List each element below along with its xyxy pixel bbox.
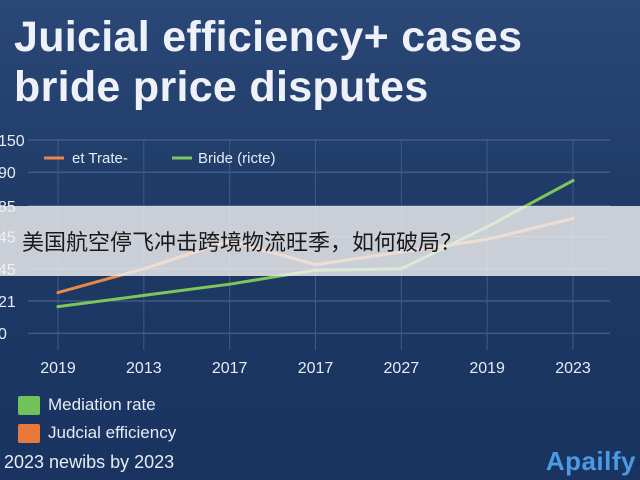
brand-logo: Apailfy — [545, 446, 636, 476]
overlay-caption: 美国航空停飞冲击跨境物流旺季，如何破局？ — [22, 231, 463, 256]
x-tick-label: 2017 — [298, 360, 334, 377]
y-tick-label: 21 — [0, 294, 16, 311]
line-chart: 15090854545210 2019201320172017202720192… — [0, 133, 610, 377]
data-point — [56, 305, 60, 309]
x-tick-label: 2017 — [212, 360, 248, 377]
legend-label: et Trate- — [72, 150, 128, 167]
footer-note: 2023 newibs by 2023 — [4, 452, 175, 472]
x-tick-label: 2013 — [126, 360, 162, 377]
x-tick-label: 2019 — [469, 360, 505, 377]
data-point — [571, 179, 575, 183]
data-point — [228, 282, 232, 286]
judicial-swatch — [18, 423, 40, 443]
chart-title: Juicial efficiency+ cases bride price di… — [14, 12, 634, 112]
legend-label: Bride (ricte) — [198, 150, 276, 167]
x-tick-label: 2023 — [555, 360, 591, 377]
x-tick-label: 2027 — [384, 360, 420, 377]
title-line-2: bride price disputes — [14, 63, 429, 111]
data-point — [142, 293, 146, 297]
x-tick-label: 2019 — [40, 360, 76, 377]
bottom-legend: Mediation rate Judcial efficiency — [18, 392, 176, 448]
bottom-legend-item-judicial: Judcial efficiency — [18, 420, 176, 446]
y-tick-label: 90 — [0, 165, 16, 182]
data-point — [56, 291, 60, 295]
caption-overlay[interactable]: 美国航空停飞冲击跨境物流旺季，如何破局？ — [0, 206, 640, 276]
y-tick-label: 150 — [0, 133, 25, 150]
y-tick-label: 0 — [0, 326, 7, 343]
x-axis-ticks: 2019 2013 2017 2017 2027 2019 2023 — [40, 360, 591, 377]
bottom-legend-item-mediation: Mediation rate — [18, 392, 176, 418]
judicial-label: Judcial efficiency — [48, 423, 177, 442]
mediation-swatch — [18, 395, 40, 415]
mediation-label: Mediation rate — [48, 395, 156, 414]
chart-legend: et Trate- Bride (ricte) — [44, 150, 276, 167]
title-line-1: Juicial efficiency+ cases — [14, 13, 523, 61]
